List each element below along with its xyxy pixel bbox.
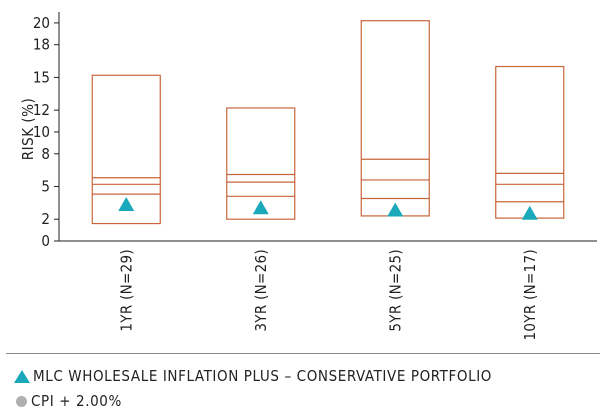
y-tick-label: 12	[33, 101, 50, 119]
y-tick-label: 0	[41, 232, 50, 250]
portfolio-marker	[252, 200, 269, 215]
box-range	[360, 20, 430, 217]
portfolio-marker	[118, 197, 135, 212]
x-category-label: 5YR (N=25)	[386, 249, 404, 332]
marker-series	[118, 197, 538, 220]
box-range	[91, 74, 161, 225]
y-tick-label: 15	[33, 68, 50, 86]
portfolio-marker	[387, 202, 404, 217]
box-range	[495, 65, 565, 219]
x-category-label: 1YR (N=29)	[117, 249, 135, 332]
y-tick-label: 5	[41, 177, 50, 195]
portfolio-marker	[521, 205, 538, 220]
legend-divider	[6, 353, 600, 354]
box-range	[226, 107, 296, 220]
y-tick-label: 18	[33, 36, 50, 54]
legend: MLC WHOLESALE INFLATION PLUS – CONSERVAT…	[14, 366, 594, 416]
triangle-icon	[14, 369, 30, 383]
y-tick-label: 10	[33, 123, 50, 141]
legend-item-portfolio: MLC WHOLESALE INFLATION PLUS – CONSERVAT…	[14, 366, 594, 386]
circle-icon	[16, 395, 27, 407]
x-category-label: 10YR (N=17)	[521, 249, 539, 340]
x-category-label: 3YR (N=26)	[252, 249, 270, 332]
legend-label-portfolio: MLC WHOLESALE INFLATION PLUS – CONSERVAT…	[33, 367, 493, 385]
legend-item-cpi: CPI + 2.00%	[14, 391, 594, 411]
y-tick-label: 20	[33, 14, 50, 32]
y-tick-label: 8	[41, 145, 50, 163]
y-ticks: 0 2 5 8 10 12 15 18 20	[33, 14, 59, 250]
legend-label-cpi: CPI + 2.00%	[31, 392, 122, 410]
y-tick-label: 2	[41, 210, 50, 228]
axes	[58, 12, 597, 242]
y-axis-label: RISK (%)	[19, 98, 37, 160]
risk-box-chart: RISK (%) 0 2 5 8 10 12 15 18 20 1YR (N=29) 3YR (N…	[19, 12, 597, 340]
box-series	[91, 20, 565, 225]
category-labels: 1YR (N=29) 3YR (N=26) 5YR (N=25) 10YR (N=17…	[117, 249, 539, 340]
